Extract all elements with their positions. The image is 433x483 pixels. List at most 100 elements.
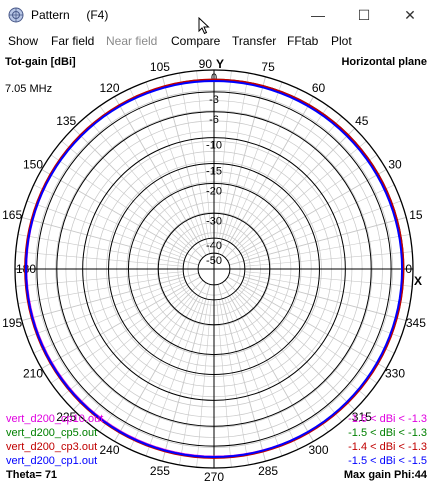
angle-label: 30 xyxy=(388,158,402,172)
grid-spoke xyxy=(227,88,299,241)
grid-spoke xyxy=(219,300,249,466)
mouse-cursor-icon xyxy=(198,17,210,35)
grid-spoke xyxy=(224,298,283,457)
menu-compare[interactable]: Compare xyxy=(171,34,221,48)
grid-spoke xyxy=(85,116,194,245)
plane-label: Horizontal plane xyxy=(341,56,427,68)
grid-spoke xyxy=(41,276,201,369)
grid-spoke xyxy=(114,96,207,256)
app-icon xyxy=(8,7,24,23)
angle-label: 240 xyxy=(99,443,119,457)
angle-label: 195 xyxy=(2,316,22,330)
grid-spoke xyxy=(229,217,407,266)
grid-spoke xyxy=(196,70,212,238)
radial-tick-label: -50 xyxy=(206,255,222,267)
angle-label: 345 xyxy=(406,316,426,330)
radial-tick-label: -15 xyxy=(206,166,222,178)
y-axis-label: Y xyxy=(216,57,224,71)
grid-spoke xyxy=(196,300,212,468)
angle-label: 255 xyxy=(150,464,170,478)
grid-spoke xyxy=(239,154,378,251)
angle-label: 45 xyxy=(355,114,369,128)
angle-label: 105 xyxy=(150,60,170,74)
grid-spoke xyxy=(72,279,204,411)
max-gain-label: Max gain Phi:44 xyxy=(343,469,427,481)
angle-label: 150 xyxy=(23,158,43,172)
legend-series-1-range: -1.6 < dBi < -1.3 xyxy=(348,413,427,425)
grid-spoke xyxy=(232,105,329,244)
grid-spoke xyxy=(224,279,356,411)
plot-area[interactable]: 0 -3 -6 -10 -15 -20 -30 -40 -50 0 15 30 45 60 75 90 105 1… xyxy=(0,53,433,483)
grid-spoke xyxy=(61,289,190,398)
grid-spoke xyxy=(129,297,201,450)
angle-label: 135 xyxy=(56,114,76,128)
menu-transfer[interactable]: Transfer xyxy=(232,34,277,48)
menu-show[interactable]: Show xyxy=(8,34,39,48)
grid-spoke xyxy=(243,279,402,338)
menu-fftab[interactable]: FFtab xyxy=(287,34,319,48)
grid-spoke xyxy=(238,140,367,249)
grid-spoke xyxy=(216,300,232,468)
grid-spoke xyxy=(224,81,283,240)
angle-label: 90 xyxy=(199,57,213,71)
angle-label: 315 xyxy=(352,410,372,424)
radial-tick-label: -30 xyxy=(206,215,222,227)
grid-spoke xyxy=(245,274,411,304)
menu-far-field[interactable]: Far field xyxy=(51,34,95,48)
radial-tick-label: -40 xyxy=(206,240,222,252)
angle-label: 285 xyxy=(258,464,278,478)
grid-spoke xyxy=(15,271,183,287)
close-button[interactable]: ✕ xyxy=(404,6,416,23)
grid-spoke xyxy=(21,217,199,266)
angle-label: 60 xyxy=(312,81,326,95)
menu-plot[interactable]: Plot xyxy=(331,34,352,48)
frequency-label: 7.05 MHz xyxy=(5,83,53,95)
grid-spoke xyxy=(145,298,204,457)
minimize-button[interactable]: — xyxy=(311,7,325,23)
grid-spoke xyxy=(245,271,413,287)
grid-spoke xyxy=(227,297,299,450)
legend-series-3-range: -1.4 < dBi < -1.3 xyxy=(348,441,427,453)
grid-spoke xyxy=(17,234,183,264)
grid-spoke xyxy=(26,200,185,259)
grid-spoke xyxy=(26,279,185,338)
legend-series-2-name: vert_d200_cp5.out xyxy=(6,427,98,439)
angle-label: 0 xyxy=(405,262,412,276)
window-title: Pattern (F4) xyxy=(31,8,109,22)
grid-spoke xyxy=(217,76,266,254)
grid-spoke xyxy=(129,88,201,241)
grid-spoke xyxy=(99,294,196,433)
grid-spoke xyxy=(229,272,407,321)
radial-tick-label: -3 xyxy=(209,94,219,106)
grid-spoke xyxy=(227,169,387,262)
menu-bar: Show Far field Near field Compare Transf… xyxy=(0,31,433,53)
angle-label: 165 xyxy=(2,208,22,222)
polar-plot: 0 -3 -6 -10 -15 -20 -30 -40 -50 0 15 30 45 60 75 90 105 1… xyxy=(2,57,426,483)
grid-spoke xyxy=(162,76,211,254)
legend-series-2-range: -1.5 < dBi < -1.3 xyxy=(348,427,427,439)
grid-spoke xyxy=(179,72,209,238)
grid-spoke xyxy=(41,169,201,262)
legend-series-4-range: -1.5 < dBi < -1.5 xyxy=(348,455,427,467)
radial-tick-label: -6 xyxy=(209,114,219,126)
grid-spoke xyxy=(179,300,209,466)
grid-spoke xyxy=(145,81,204,240)
legend-series-3-name: vert_d200_cp3.out xyxy=(6,441,98,453)
grid-spoke xyxy=(243,200,402,259)
angle-label: 75 xyxy=(261,60,275,74)
grid-spoke xyxy=(242,282,395,354)
x-axis-label: X xyxy=(414,274,422,288)
legend-series-1-name: vert_d200_cp10.out xyxy=(6,413,104,425)
grid-spoke xyxy=(216,70,232,238)
grid-spoke xyxy=(245,251,413,267)
grid-spoke xyxy=(234,116,343,245)
grid-spoke xyxy=(21,272,199,321)
menu-near-field[interactable]: Near field xyxy=(106,34,158,48)
grid-spoke xyxy=(15,251,183,267)
grid-spoke xyxy=(239,287,378,384)
radial-tick-label: 0 xyxy=(211,72,217,84)
grid-spoke xyxy=(72,127,204,259)
title-bar: Pattern (F4) — ☐ ✕ xyxy=(0,0,433,30)
maximize-button[interactable]: ☐ xyxy=(357,6,371,23)
grid-spoke xyxy=(245,234,411,264)
